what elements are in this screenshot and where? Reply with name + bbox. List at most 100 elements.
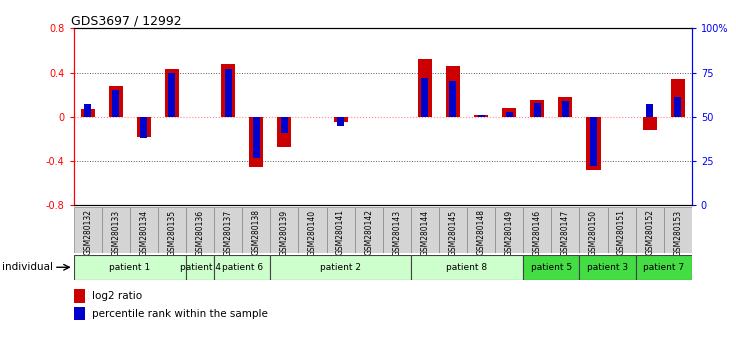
Bar	[74, 255, 186, 280]
Text: percentile rank within the sample: percentile rank within the sample	[92, 309, 268, 319]
Bar	[224, 69, 232, 117]
Text: GSM280138: GSM280138	[252, 210, 261, 255]
Text: GSM280140: GSM280140	[308, 210, 317, 256]
Bar	[84, 104, 91, 117]
Text: GSM280135: GSM280135	[168, 210, 177, 256]
Text: patient 8: patient 8	[447, 263, 487, 272]
Bar	[551, 207, 579, 253]
Text: GSM280134: GSM280134	[139, 210, 149, 256]
Bar	[562, 101, 569, 117]
Text: patient 3: patient 3	[587, 263, 628, 272]
Text: GSM280137: GSM280137	[224, 210, 233, 256]
Bar	[355, 207, 383, 253]
Bar	[523, 255, 579, 280]
Bar	[495, 207, 523, 253]
Bar	[421, 78, 428, 117]
Bar	[579, 255, 636, 280]
Text: patient 1: patient 1	[109, 263, 150, 272]
Bar	[165, 69, 179, 117]
Bar	[137, 117, 151, 137]
Text: patient 7: patient 7	[643, 263, 684, 272]
Bar	[214, 207, 242, 253]
Bar	[446, 66, 460, 117]
Text: GSM280145: GSM280145	[448, 210, 458, 256]
Bar	[169, 73, 175, 117]
Bar	[250, 117, 263, 167]
Text: GSM280153: GSM280153	[673, 210, 682, 256]
Text: GSM280146: GSM280146	[533, 210, 542, 256]
Text: GSM280132: GSM280132	[83, 210, 92, 255]
Bar	[130, 207, 158, 253]
Bar	[664, 207, 692, 253]
Text: GSM280136: GSM280136	[196, 210, 205, 256]
Bar	[74, 307, 85, 320]
Bar	[327, 207, 355, 253]
Bar	[502, 108, 516, 117]
Text: patient 4: patient 4	[180, 263, 221, 272]
Bar	[590, 117, 597, 166]
Bar	[411, 207, 439, 253]
Bar	[214, 255, 270, 280]
Bar	[109, 86, 123, 117]
Text: log2 ratio: log2 ratio	[92, 291, 142, 301]
Bar	[439, 207, 467, 253]
Text: GSM280149: GSM280149	[505, 210, 514, 256]
Bar	[474, 115, 488, 117]
Text: patient 2: patient 2	[320, 263, 361, 272]
Bar	[141, 117, 147, 138]
Bar	[450, 81, 456, 117]
Bar	[670, 79, 684, 117]
Bar	[411, 255, 523, 280]
Bar	[81, 109, 95, 117]
Text: GSM280150: GSM280150	[589, 210, 598, 256]
Bar	[333, 117, 347, 122]
Text: GSM280147: GSM280147	[561, 210, 570, 256]
Bar	[74, 207, 102, 253]
Text: patient 5: patient 5	[531, 263, 572, 272]
Bar	[270, 207, 298, 253]
Bar	[158, 207, 186, 253]
Text: GSM280148: GSM280148	[477, 210, 486, 255]
Bar	[102, 207, 130, 253]
Bar	[636, 207, 664, 253]
Text: GDS3697 / 12992: GDS3697 / 12992	[71, 14, 181, 27]
Bar	[252, 117, 260, 158]
Text: GSM280133: GSM280133	[111, 210, 120, 256]
Text: GSM280152: GSM280152	[645, 210, 654, 255]
Bar	[270, 255, 411, 280]
Text: patient 6: patient 6	[222, 263, 263, 272]
Text: GSM280143: GSM280143	[392, 210, 401, 256]
Bar	[523, 207, 551, 253]
Bar	[418, 59, 432, 117]
Bar	[559, 97, 573, 117]
Bar	[587, 117, 601, 170]
Bar	[646, 104, 653, 117]
Bar	[643, 117, 657, 130]
Text: GSM280139: GSM280139	[280, 210, 289, 256]
Bar	[298, 207, 327, 253]
Bar	[607, 207, 636, 253]
Text: GSM280141: GSM280141	[336, 210, 345, 255]
Bar	[467, 207, 495, 253]
Bar	[506, 112, 513, 117]
Text: GSM280144: GSM280144	[420, 210, 429, 256]
Bar	[186, 207, 214, 253]
Bar	[579, 207, 607, 253]
Bar	[636, 255, 692, 280]
Text: GSM280142: GSM280142	[364, 210, 373, 255]
Bar	[112, 90, 119, 117]
Bar	[74, 289, 85, 303]
Text: GSM280151: GSM280151	[617, 210, 626, 255]
Bar	[530, 100, 545, 117]
Text: individual: individual	[1, 262, 52, 272]
Bar	[383, 207, 411, 253]
Bar	[186, 255, 214, 280]
Bar	[281, 117, 288, 133]
Bar	[534, 103, 541, 117]
Bar	[478, 115, 484, 117]
Bar	[221, 64, 236, 117]
Bar	[277, 117, 291, 147]
Bar	[674, 97, 682, 117]
Bar	[337, 117, 344, 126]
Bar	[242, 207, 270, 253]
